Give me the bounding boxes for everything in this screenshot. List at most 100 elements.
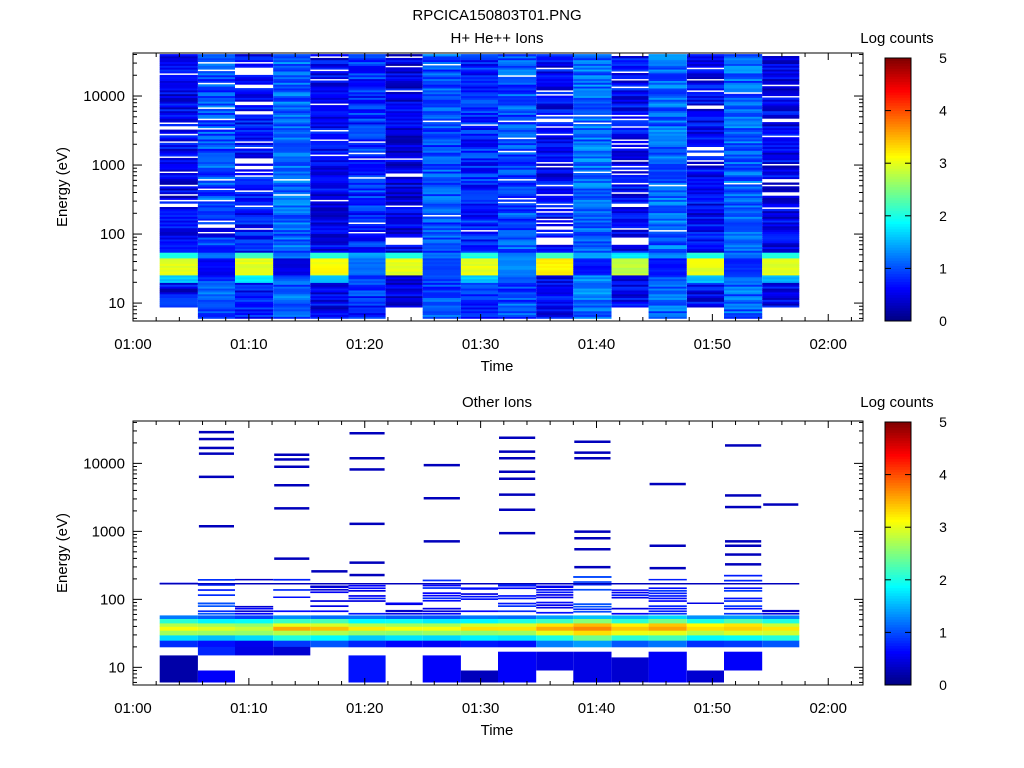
heatmap-cell: [573, 125, 612, 129]
heatmap-cell: [611, 176, 649, 180]
heatmap-cell: [648, 214, 687, 217]
heatmap-cell: [159, 154, 198, 157]
heatmap-cell: [273, 59, 311, 63]
heatmap-cell: [159, 167, 198, 170]
heatmap-cell: [197, 646, 235, 656]
heatmap-cell: [273, 197, 311, 200]
heatmap-cell: [573, 180, 612, 183]
heatmap-cell: [235, 605, 274, 608]
heatmap-cell: [385, 95, 423, 98]
heatmap-cell: [235, 297, 274, 300]
heatmap-cell: [159, 124, 198, 127]
heatmap-cell: [724, 233, 763, 236]
heatmap-cell: [648, 216, 687, 219]
heatmap-cell: [573, 112, 612, 115]
heatmap-cell: [197, 80, 235, 83]
heatmap-cell: [648, 91, 687, 95]
heatmap-cell: [274, 507, 310, 510]
heatmap-cell: [273, 107, 311, 110]
heatmap-cell: [498, 271, 537, 274]
heatmap-cell: [611, 267, 649, 270]
heatmap-cell: [159, 176, 198, 180]
heatmap-cell: [498, 280, 537, 283]
heatmap-cell: [159, 615, 198, 619]
heatmap-cell: [348, 56, 386, 59]
heatmap-cell: [648, 105, 687, 108]
heatmap-cell: [235, 125, 274, 129]
heatmap-cell: [573, 271, 612, 274]
heatmap-cell: [460, 276, 498, 280]
heatmap-cell: [724, 587, 763, 590]
heatmap-cell: [573, 299, 612, 302]
colorbar-segment: [885, 315, 911, 319]
heatmap-cell: [197, 120, 235, 123]
heatmap-cell: [536, 314, 574, 317]
heatmap-cell: [273, 295, 311, 298]
heatmap-cell: [310, 73, 349, 76]
heatmap-cell: [310, 152, 349, 155]
heatmap-cell: [573, 290, 612, 293]
heatmap-cell: [573, 229, 612, 232]
heatmap-cell: [536, 618, 574, 624]
x-tick-label: 01:20: [346, 700, 384, 717]
heatmap-cell: [385, 288, 423, 291]
heatmap-cell: [648, 67, 687, 70]
heatmap-cell: [422, 114, 461, 117]
heatmap-cell: [762, 139, 800, 142]
heatmap-cell: [611, 290, 649, 293]
heatmap-cell: [159, 190, 198, 193]
heatmap-cell: [536, 214, 574, 217]
heatmap-cell: [498, 180, 537, 183]
colorbar-segment: [885, 677, 911, 681]
heatmap-cell: [385, 159, 423, 163]
heatmap-cell: [762, 156, 800, 159]
heatmap-cell: [197, 244, 235, 248]
heatmap-cell: [648, 133, 687, 136]
heatmap-cell: [611, 180, 649, 183]
heatmap-cell: [385, 254, 423, 257]
heatmap-cell: [498, 227, 537, 231]
heatmap-cell: [724, 210, 763, 214]
heatmap-cell: [573, 216, 612, 219]
heatmap-cell: [498, 218, 537, 221]
heatmap-cell: [498, 241, 537, 244]
colorbar-segment: [885, 113, 911, 117]
heatmap-cell: [686, 169, 724, 172]
heatmap-cell: [422, 258, 461, 261]
heatmap-cell: [762, 239, 800, 242]
colorbar-segment: [885, 71, 911, 75]
heatmap-cell: [310, 307, 349, 310]
heatmap-cell: [498, 54, 537, 57]
heatmap-cell: [686, 197, 724, 200]
heatmap-cell: [310, 626, 349, 631]
heatmap-cell: [499, 457, 536, 460]
heatmap-cell: [422, 273, 461, 276]
heatmap-cell: [349, 457, 385, 460]
heatmap-cell: [686, 235, 724, 238]
heatmap-cell: [460, 210, 498, 214]
heatmap-cell: [197, 261, 235, 265]
colorbar-segment: [885, 564, 911, 568]
heatmap-cell: [686, 286, 724, 289]
heatmap-cell: [648, 205, 687, 208]
heatmap-cell: [762, 107, 800, 110]
x-tick-label: 02:00: [809, 700, 847, 717]
heatmap-cell: [197, 267, 235, 270]
heatmap-cell: [422, 67, 461, 70]
heatmap-cell: [611, 220, 649, 223]
heatmap-cell: [686, 295, 724, 298]
heatmap-cell: [197, 129, 235, 132]
heatmap-cell: [611, 103, 649, 106]
colorbar-segment: [885, 490, 911, 494]
heatmap-cell: [724, 590, 763, 592]
heatmap-cell: [422, 150, 461, 153]
heatmap-cell: [273, 105, 311, 108]
heatmap-cell: [159, 67, 198, 70]
heatmap-cell: [498, 242, 537, 246]
heatmap-cell: [422, 188, 461, 191]
colorbar-segment: [885, 289, 911, 293]
heatmap-cell: [310, 173, 349, 176]
heatmap-cell: [574, 451, 611, 454]
heatmap-cell: [385, 248, 423, 251]
heatmap-cell: [273, 246, 311, 249]
